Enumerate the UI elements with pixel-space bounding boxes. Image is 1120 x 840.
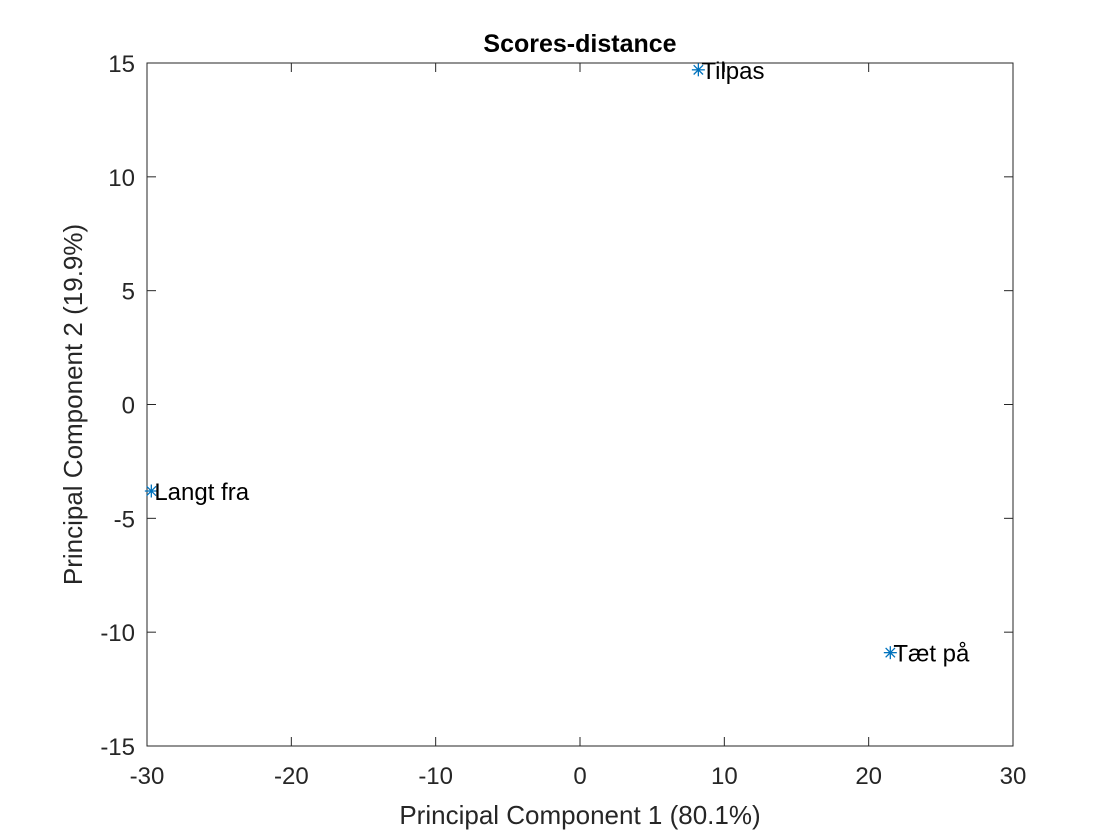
x-tick-label: -10 [418, 763, 453, 790]
point-label: Tilpas [701, 58, 764, 85]
y-tick-label: -5 [114, 506, 135, 533]
point-label: Tæt på [893, 641, 970, 668]
y-tick-label: -15 [100, 734, 135, 761]
y-tick-label: 15 [108, 51, 135, 78]
y-tick-label: 0 [122, 393, 135, 420]
data-point: Tæt på [883, 641, 970, 668]
y-tick-label: 5 [122, 279, 135, 306]
asterisk-marker-stroke [146, 485, 157, 497]
chart-title: Scores-distance [483, 30, 676, 58]
asterisk-marker-stroke [885, 647, 896, 658]
y-tick-label: 10 [108, 165, 135, 192]
asterisk-marker-stroke [693, 64, 704, 75]
y-tick-label: -10 [100, 620, 135, 647]
x-tick-label: -30 [130, 763, 165, 790]
data-point: Langt fra [144, 479, 250, 506]
point-label: Langt fra [154, 479, 249, 506]
x-tick-label: -20 [274, 763, 309, 790]
axes-box [146, 62, 1014, 747]
y-axis-ticks: -15 -10 -5 0 5 10 15 [100, 51, 1013, 761]
data-point: Tilpas [691, 58, 764, 85]
data-points: Langt fra Tilpas Tæt på [144, 58, 970, 668]
x-axis-ticks: -30 -20 -10 0 10 20 30 [130, 63, 1027, 790]
x-tick-label: 0 [573, 763, 586, 790]
y-axis-title: Principal Component 2 (19.9%) [58, 224, 88, 585]
x-tick-label: 30 [1000, 763, 1027, 790]
x-axis-title: Principal Component 1 (80.1%) [399, 800, 760, 830]
plot-area: -30 -20 -10 0 10 20 30 -15 -10 -5 0 5 10 15 Langt fr… [100, 51, 1026, 790]
x-tick-label: 10 [711, 763, 738, 790]
x-tick-label: 20 [855, 763, 882, 790]
